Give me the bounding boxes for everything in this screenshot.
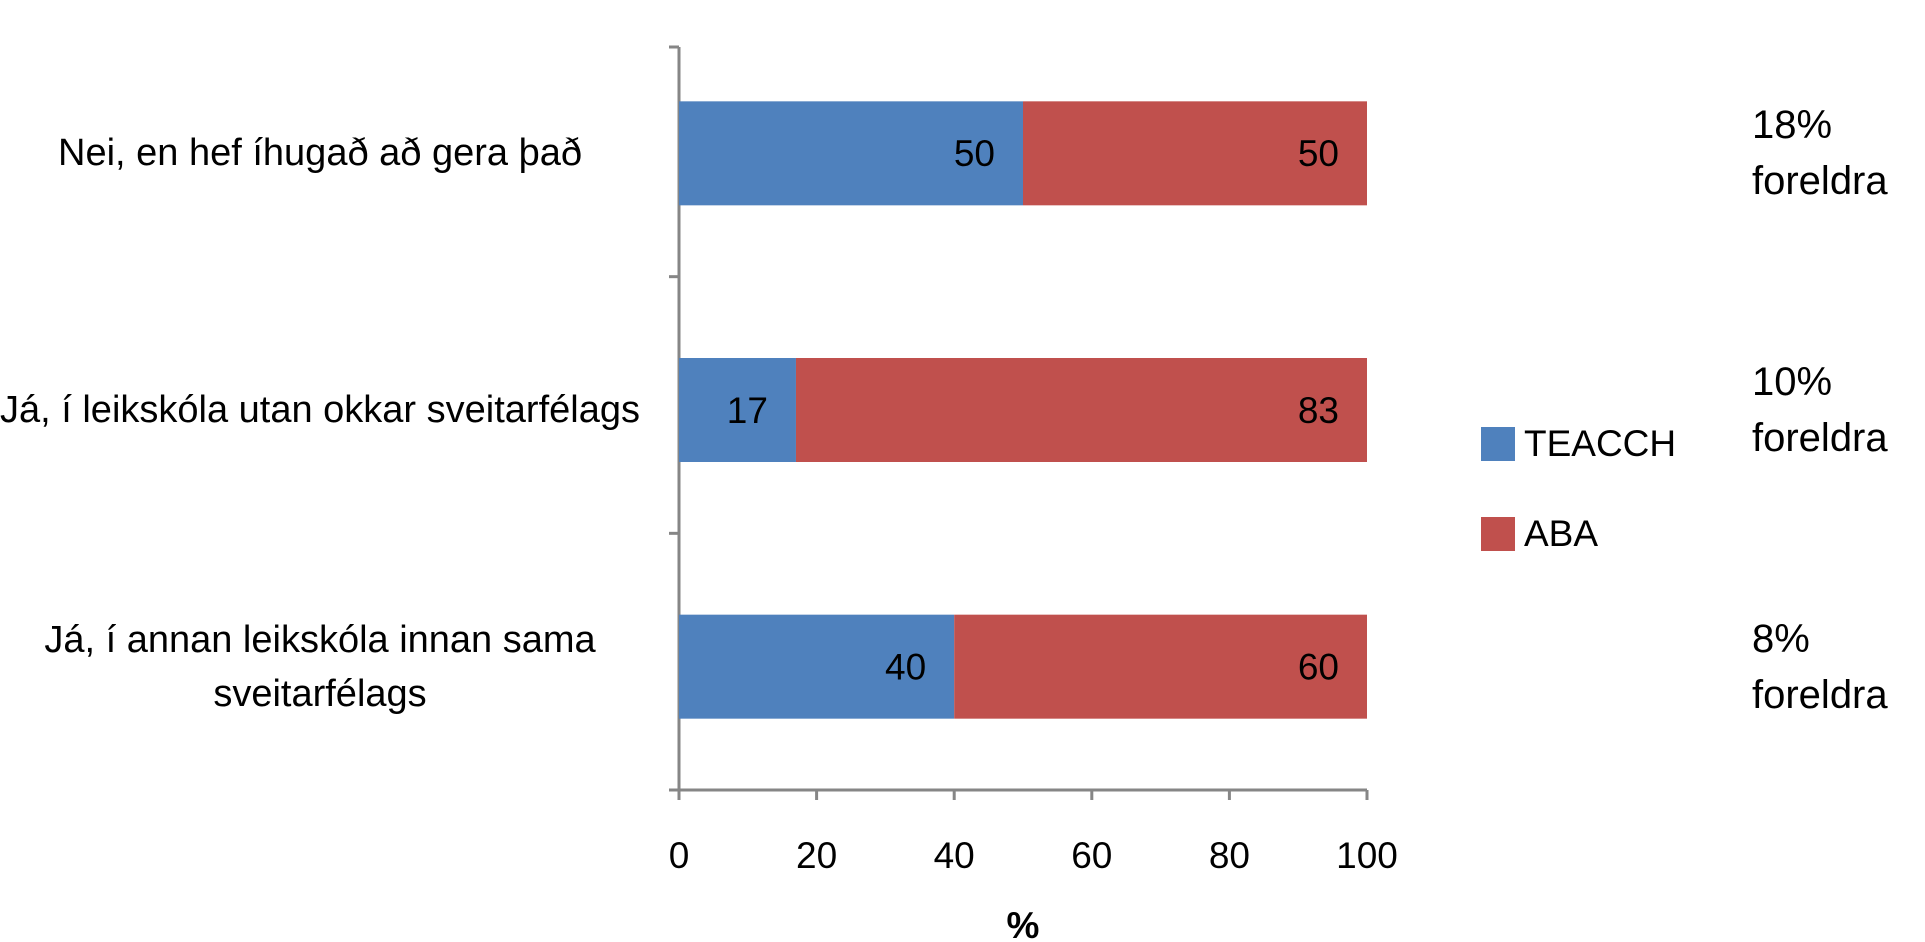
bar-segment	[954, 614, 1367, 719]
value-label: 50	[1298, 133, 1339, 174]
x-tick-label: 40	[934, 835, 975, 876]
legend-label: ABA	[1524, 513, 1598, 554]
value-label: 83	[1298, 390, 1339, 431]
annotation: 10% foreldra	[1752, 360, 1888, 460]
x-tick-label: 0	[669, 835, 690, 876]
bar-segment	[679, 614, 955, 719]
annotation: 8% foreldra	[1752, 616, 1888, 717]
bar-segment	[679, 101, 1023, 206]
legend-swatch	[1481, 427, 1515, 461]
value-label: 50	[954, 133, 995, 174]
value-label: 60	[1298, 646, 1339, 687]
bar-segment	[795, 358, 1367, 462]
x-tick-label: 60	[1071, 835, 1112, 876]
x-tick-label: 20	[796, 835, 837, 876]
x-axis-label: %	[1007, 905, 1040, 942]
category-label: Nei, en hef íhugað að gera það	[58, 132, 582, 175]
value-label: 17	[727, 390, 768, 431]
category-label: Já, í annan leikskóla innan sama sveitar…	[44, 618, 596, 715]
value-label: 40	[885, 646, 926, 687]
x-tick-label: 80	[1209, 835, 1250, 876]
category-label: Já, í leikskóla utan okkar sveitarfélags	[0, 389, 640, 431]
x-tick-label: 100	[1336, 835, 1398, 876]
annotation: 18% foreldra	[1752, 103, 1888, 204]
bar-segment	[679, 358, 796, 462]
legend-swatch	[1481, 517, 1515, 551]
bar-segment	[1023, 101, 1367, 206]
legend-label: TEACCH	[1524, 423, 1676, 464]
